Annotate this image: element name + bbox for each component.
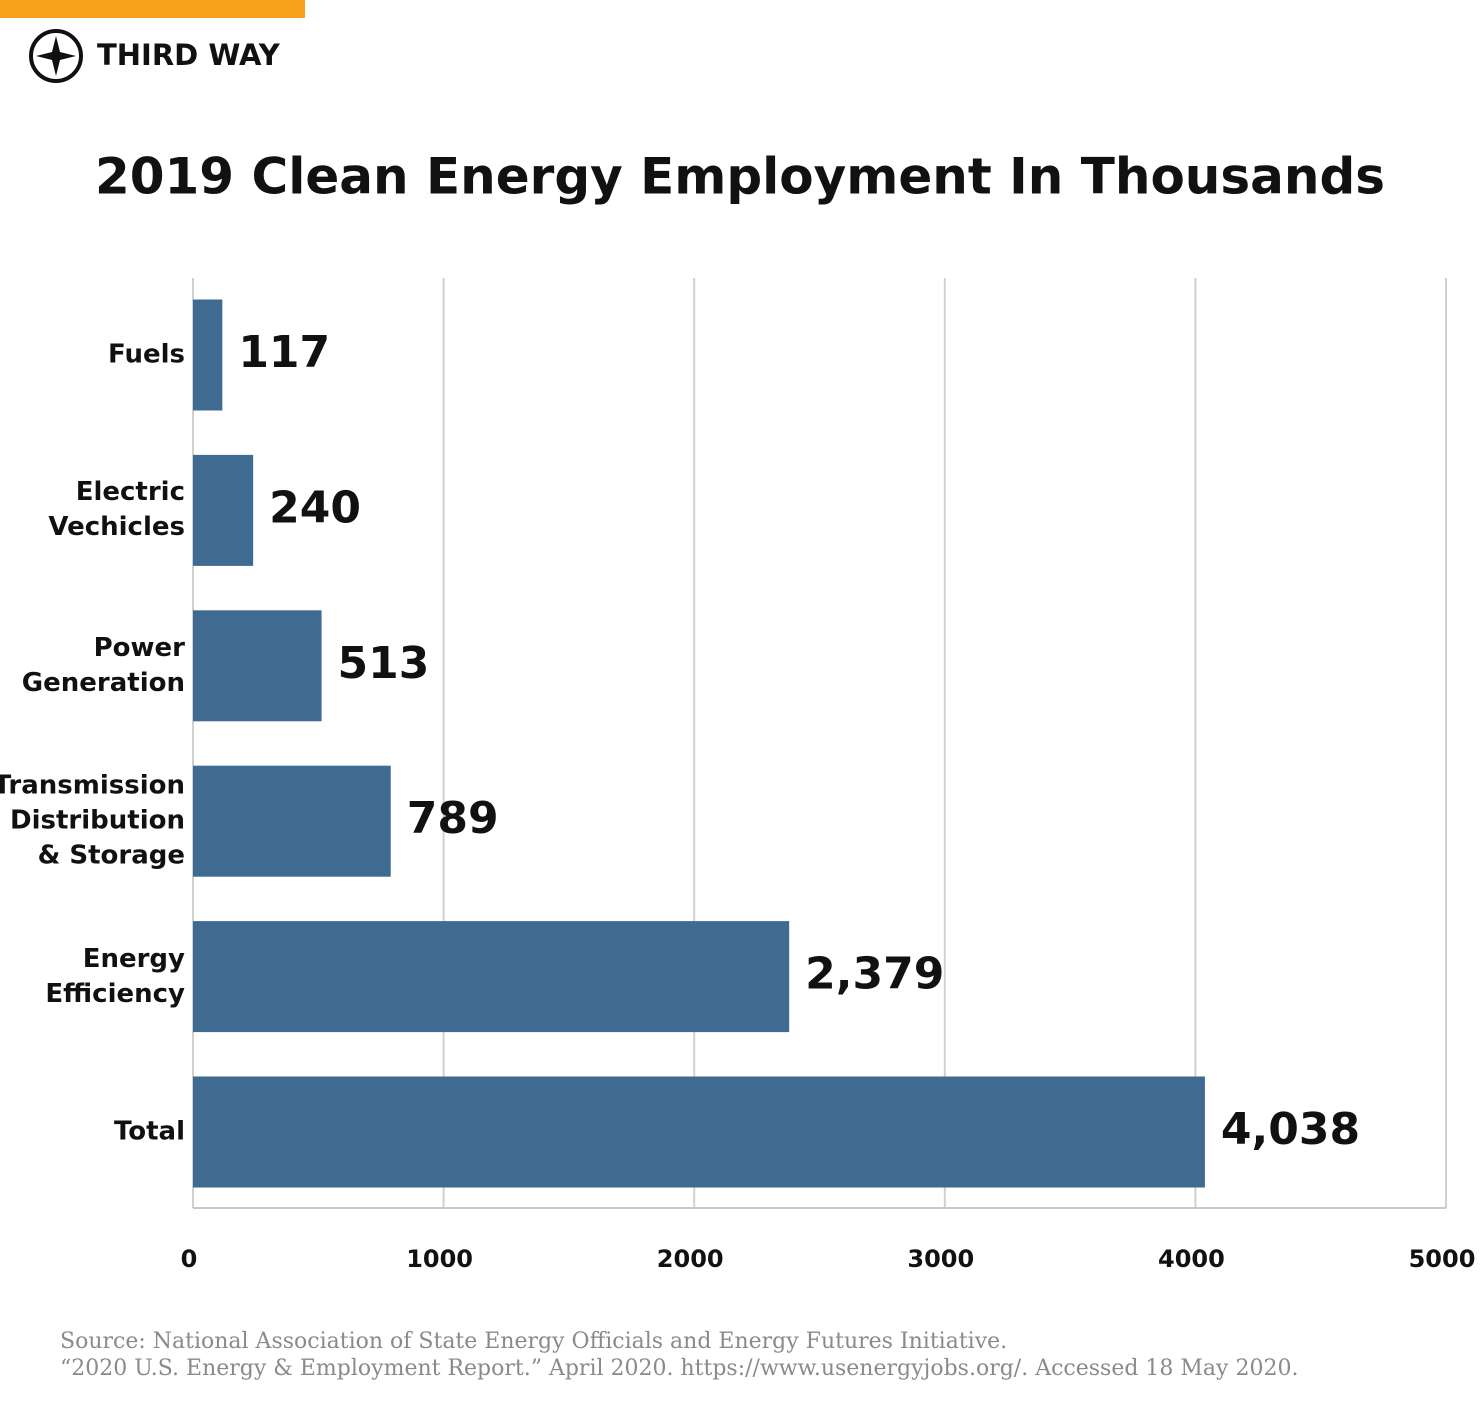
x-tick-label: 0 (181, 1245, 198, 1273)
bar (193, 921, 790, 1033)
x-tick-label: 4000 (1158, 1245, 1225, 1273)
y-tick-label: Energy Efficiency (45, 943, 185, 1009)
source-line: “2020 U.S. Energy & Employment Report.” … (60, 1356, 1298, 1381)
chart-title: 2019 Clean Energy Employment In Thousand… (95, 148, 1385, 206)
bar (193, 610, 322, 722)
x-tick-label: 2000 (657, 1245, 724, 1273)
bar (193, 299, 223, 411)
y-tick-label: Transmission Distribution & Storage (0, 770, 185, 871)
y-tick-label: Total (113, 1116, 185, 1147)
bar (193, 1076, 1205, 1188)
x-tick-label: 5000 (1409, 1245, 1476, 1273)
bar (193, 454, 254, 566)
logo (29, 29, 83, 83)
y-tick-label: Fuels (108, 339, 185, 370)
value-label: 4,038 (1221, 1104, 1360, 1155)
value-label: 513 (338, 638, 430, 689)
brand: THIRD WAY (97, 38, 281, 72)
y-tick-label: Electric Vechicles (48, 477, 185, 543)
y-tick-label: Power Generation (21, 632, 185, 698)
value-label: 789 (407, 793, 499, 844)
value-label: 240 (269, 482, 361, 533)
x-tick-label: 3000 (907, 1245, 974, 1273)
x-tick-label: 1000 (406, 1245, 473, 1273)
value-label: 2,379 (805, 949, 944, 1000)
accent-bar (0, 0, 305, 18)
bar (193, 765, 391, 877)
source-line: Source: National Association of State En… (60, 1329, 1007, 1354)
value-label: 117 (238, 327, 330, 378)
